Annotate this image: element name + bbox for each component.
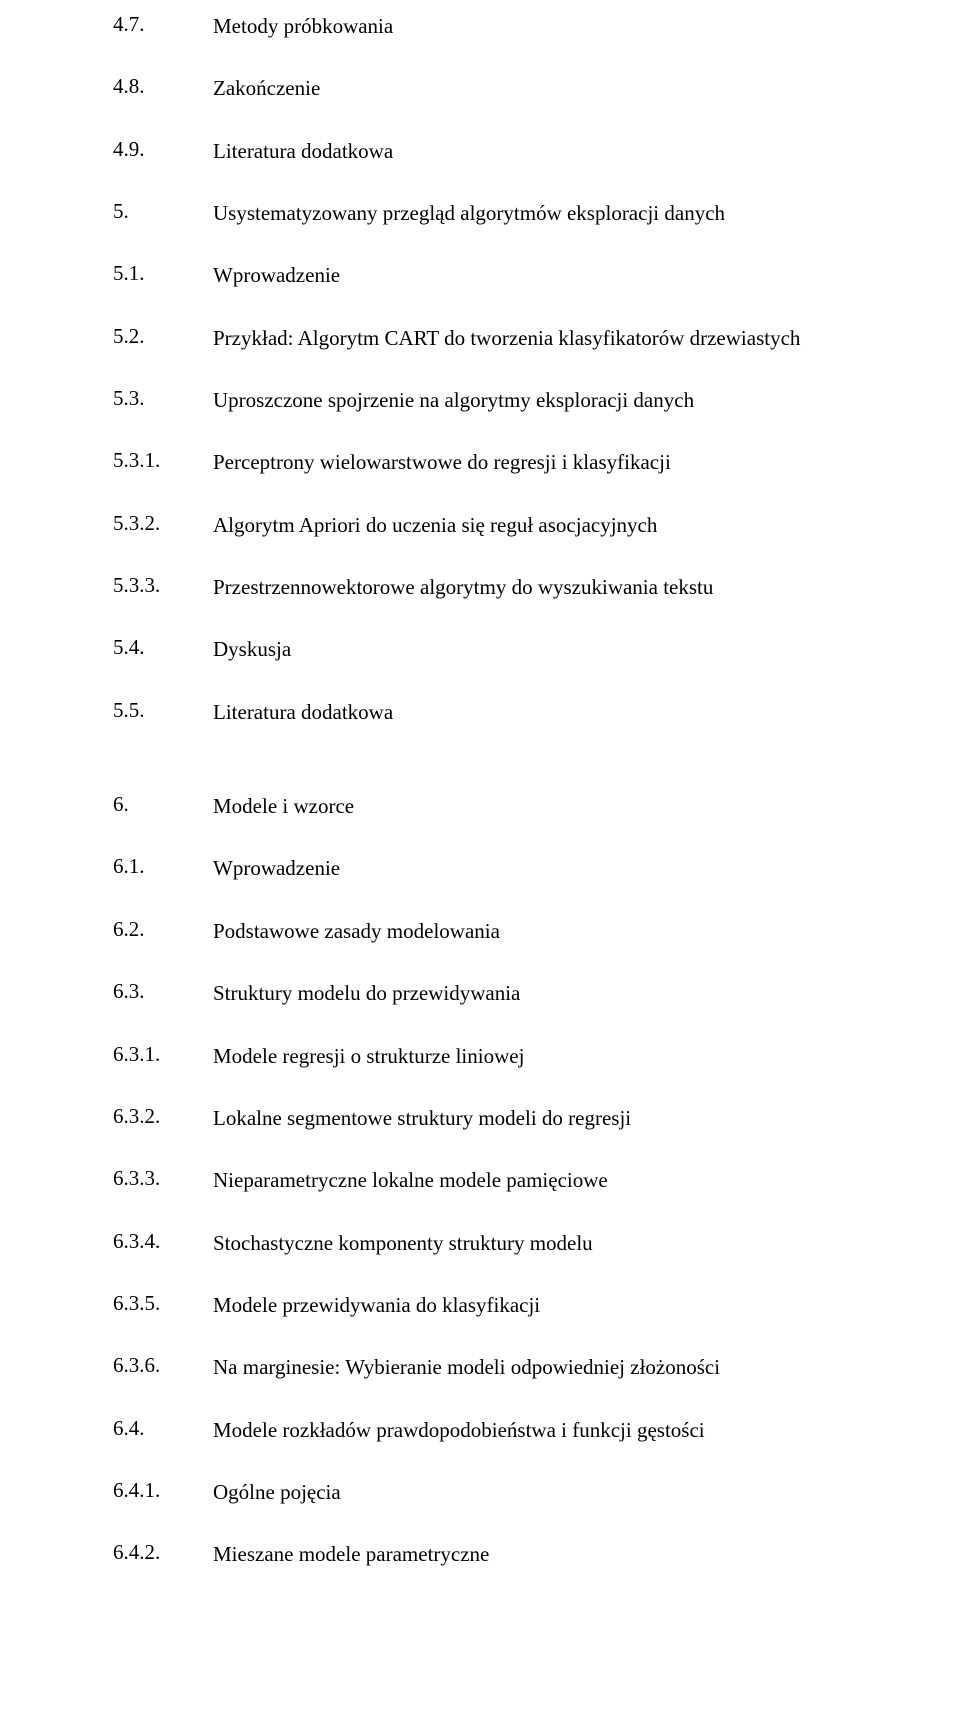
toc-entry: 5.1.Wprowadzenie — [0, 261, 960, 289]
toc-entry: 4.9.Literatura dodatkowa — [0, 137, 960, 165]
toc-entry: 6.4.1.Ogólne pojęcia — [0, 1478, 960, 1506]
toc-number: 6.3.6. — [113, 1353, 213, 1378]
toc-number: 6. — [113, 792, 213, 817]
toc-entry: 6.3.3.Nieparametryczne lokalne modele pa… — [0, 1166, 960, 1194]
document-page: 4.7.Metody próbkowania 4.8.Zakończenie 4.9… — [0, 0, 960, 1715]
toc-title: Przestrzennowektorowe algorytmy do wyszu… — [213, 573, 920, 601]
toc-title: Wprowadzenie — [213, 261, 920, 289]
toc-title: Stochastyczne komponenty struktury model… — [213, 1229, 920, 1257]
toc-number: 6.1. — [113, 854, 213, 879]
toc-title: Literatura dodatkowa — [213, 698, 920, 726]
toc-title: Na marginesie: Wybieranie modeli odpowie… — [213, 1353, 920, 1381]
toc-title: Mieszane modele parametryczne — [213, 1540, 920, 1568]
toc-title: Przykład: Algorytm CART do tworzenia kla… — [213, 324, 920, 352]
toc-title: Metody próbkowania — [213, 12, 920, 40]
toc-title: Usystematyzowany przegląd algorytmów eks… — [213, 199, 920, 227]
toc-number: 4.7. — [113, 12, 213, 37]
toc-title: Ogólne pojęcia — [213, 1478, 920, 1506]
toc-number: 6.3. — [113, 979, 213, 1004]
toc-number: 5.3.2. — [113, 511, 213, 536]
toc-number: 5.3.3. — [113, 573, 213, 598]
toc-title: Modele i wzorce — [213, 792, 920, 820]
toc-entry: 6.3.4.Stochastyczne komponenty struktury… — [0, 1229, 960, 1257]
toc-title: Nieparametryczne lokalne modele pamięcio… — [213, 1166, 920, 1194]
toc-entry: 6.4.Modele rozkładów prawdopodobieństwa … — [0, 1416, 960, 1444]
toc-number: 5. — [113, 199, 213, 224]
toc-number: 6.2. — [113, 917, 213, 942]
toc-number: 5.1. — [113, 261, 213, 286]
toc-number: 4.9. — [113, 137, 213, 162]
toc-title: Wprowadzenie — [213, 854, 920, 882]
toc-title: Struktury modelu do przewidywania — [213, 979, 920, 1007]
toc-number: 5.3.1. — [113, 448, 213, 473]
toc-entry: 5.3.1.Perceptrony wielowarstwowe do regr… — [0, 448, 960, 476]
toc-number: 5.3. — [113, 386, 213, 411]
toc-entry: 6.3.1.Modele regresji o strukturze linio… — [0, 1042, 960, 1070]
toc-entry: 6.Modele i wzorce — [0, 792, 960, 820]
toc-number: 6.3.3. — [113, 1166, 213, 1191]
toc-number: 6.3.4. — [113, 1229, 213, 1254]
toc-entry: 6.3.2.Lokalne segmentowe struktury model… — [0, 1104, 960, 1132]
toc-title: Literatura dodatkowa — [213, 137, 920, 165]
toc-title: Uproszczone spojrzenie na algorytmy eksp… — [213, 386, 920, 414]
toc-title: Algorytm Apriori do uczenia się reguł as… — [213, 511, 920, 539]
toc-number: 6.4.1. — [113, 1478, 213, 1503]
toc-entry: 5.Usystematyzowany przegląd algorytmów e… — [0, 199, 960, 227]
toc-entry: 5.3.Uproszczone spojrzenie na algorytmy … — [0, 386, 960, 414]
toc-entry: 6.1.Wprowadzenie — [0, 854, 960, 882]
toc-entry: 6.3.Struktury modelu do przewidywania — [0, 979, 960, 1007]
toc-title: Modele rozkładów prawdopodobieństwa i fu… — [213, 1416, 920, 1444]
toc-entry: 5.3.2.Algorytm Apriori do uczenia się re… — [0, 511, 960, 539]
toc-number: 6.3.1. — [113, 1042, 213, 1067]
toc-entry: 6.3.6.Na marginesie: Wybieranie modeli o… — [0, 1353, 960, 1381]
toc-title: Zakończenie — [213, 74, 920, 102]
toc-number: 4.8. — [113, 74, 213, 99]
toc-entry: 5.2.Przykład: Algorytm CART do tworzenia… — [0, 324, 960, 352]
toc-number: 6.3.2. — [113, 1104, 213, 1129]
toc-entry: 5.5.Literatura dodatkowa — [0, 698, 960, 726]
toc-title: Modele przewidywania do klasyfikacji — [213, 1291, 920, 1319]
toc-entry: 6.2.Podstawowe zasady modelowania — [0, 917, 960, 945]
toc-title: Modele regresji o strukturze liniowej — [213, 1042, 920, 1070]
toc-entry: 4.7.Metody próbkowania — [0, 12, 960, 40]
toc-number: 5.4. — [113, 635, 213, 660]
toc-entry: 5.4.Dyskusja — [0, 635, 960, 663]
toc-title: Perceptrony wielowarstwowe do regresji i… — [213, 448, 920, 476]
toc-number: 6.3.5. — [113, 1291, 213, 1316]
toc-title: Podstawowe zasady modelowania — [213, 917, 920, 945]
toc-entry: 5.3.3.Przestrzennowektorowe algorytmy do… — [0, 573, 960, 601]
toc-number: 5.5. — [113, 698, 213, 723]
toc-number: 6.4.2. — [113, 1540, 213, 1565]
toc-number: 6.4. — [113, 1416, 213, 1441]
toc-entry: 4.8.Zakończenie — [0, 74, 960, 102]
toc-title: Dyskusja — [213, 635, 920, 663]
toc-entry: 6.3.5.Modele przewidywania do klasyfikac… — [0, 1291, 960, 1319]
toc-entry: 6.4.2.Mieszane modele parametryczne — [0, 1540, 960, 1568]
toc-number: 5.2. — [113, 324, 213, 349]
toc-title: Lokalne segmentowe struktury modeli do r… — [213, 1104, 920, 1132]
